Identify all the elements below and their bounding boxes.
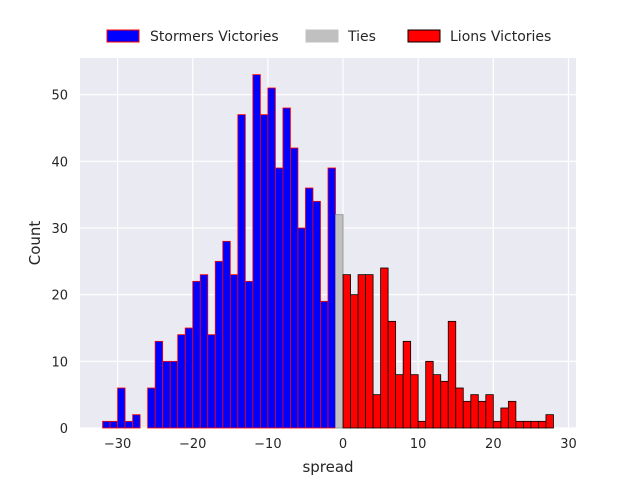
bar-lions-victories [538,420,547,429]
bar-stormers-victories [259,114,269,429]
legend-label-lions: Lions Victories [450,29,551,45]
x-tick-label: −30 [104,437,131,452]
bar-stormers-victories [267,87,276,429]
bar-stormers-victories [132,414,141,429]
bar-stormers-victories [147,387,156,429]
y-tick-label: 40 [51,155,68,170]
bar-stormers-victories [184,327,194,429]
bar-lions-victories [530,420,539,429]
bar-stormers-victories [102,420,111,429]
bar-lions-victories [515,420,524,429]
bar-lions-victories [522,420,532,429]
bar-stormers-victories [192,280,201,429]
bar-stormers-victories [244,280,254,429]
bar-lions-victories [380,267,389,429]
x-tick-label: 30 [560,437,577,452]
x-tick-label: 10 [410,437,427,452]
bar-stormers-victories [199,274,209,429]
bar-stormers-victories [320,300,329,429]
bar-stormers-victories [214,260,224,429]
bar-lions-victories [545,414,554,429]
bar-lions-victories [342,274,351,429]
bar-stormers-victories [109,420,118,429]
bar-lions-victories [455,387,464,429]
bar-lions-victories [485,394,494,429]
bar-ties [335,214,344,429]
bar-lions-victories [372,394,382,429]
x-tick-label: 20 [485,437,502,452]
legend-swatch-stormers [106,29,140,43]
bar-lions-victories [432,374,442,429]
y-tick-label: 50 [51,89,68,104]
y-tick-label: 30 [51,222,68,237]
bar-lions-victories [477,400,487,429]
bar-lions-victories [365,274,374,429]
bar-stormers-victories [282,107,291,429]
x-tick-labels: −30 −20 −10 0 10 20 30 [104,437,577,452]
bar-lions-victories [350,294,359,429]
bar-lions-victories [357,274,366,429]
y-tick-label: 0 [60,422,68,437]
y-tick-label: 20 [51,289,68,304]
legend: Stormers Victories Ties Lions Victories [106,29,551,45]
legend-swatch-ties [305,29,339,43]
bar-stormers-victories [124,420,134,429]
bar-stormers-victories [327,167,336,429]
bar-stormers-victories [154,340,164,429]
legend-label-ties: Ties [347,29,376,45]
bar-lions-victories [447,320,457,429]
x-tick-label: −20 [179,437,206,452]
bar-lions-victories [500,407,509,429]
bar-stormers-victories [207,334,216,429]
bar-lions-victories [462,400,472,429]
bar-stormers-victories [274,167,284,429]
x-axis-label: spread [302,458,353,476]
bar-lions-victories [425,360,434,429]
bar-stormers-victories [177,334,186,429]
bar-lions-victories [417,420,427,429]
bar-lions-victories [470,394,479,429]
bar-stormers-victories [222,240,231,429]
bar-stormers-victories [290,147,299,429]
legend-label-stormers: Stormers Victories [150,29,279,45]
bar-stormers-victories [305,187,314,429]
bar-stormers-victories [297,227,306,429]
bar-stormers-victories [169,360,179,429]
bar-lions-victories [402,340,412,429]
bars [102,74,554,429]
bar-lions-victories [507,400,517,429]
bar-stormers-victories [252,74,261,429]
bar-stormers-victories [312,200,321,429]
y-axis-label: Count [26,221,44,266]
bar-lions-victories [492,420,502,429]
y-tick-label: 10 [51,355,68,370]
bar-stormers-victories [237,114,246,429]
bar-lions-victories [395,374,404,429]
y-tick-labels: 0 10 20 30 40 50 [51,89,68,437]
bar-stormers-victories [229,274,239,429]
bar-stormers-victories [162,360,171,429]
bar-lions-victories [410,374,419,429]
legend-swatch-lions [407,29,441,43]
bar-lions-victories [387,320,397,429]
x-tick-label: 0 [339,437,347,452]
bar-stormers-victories [117,387,126,429]
x-tick-label: −10 [254,437,281,452]
bar-lions-victories [440,380,449,429]
